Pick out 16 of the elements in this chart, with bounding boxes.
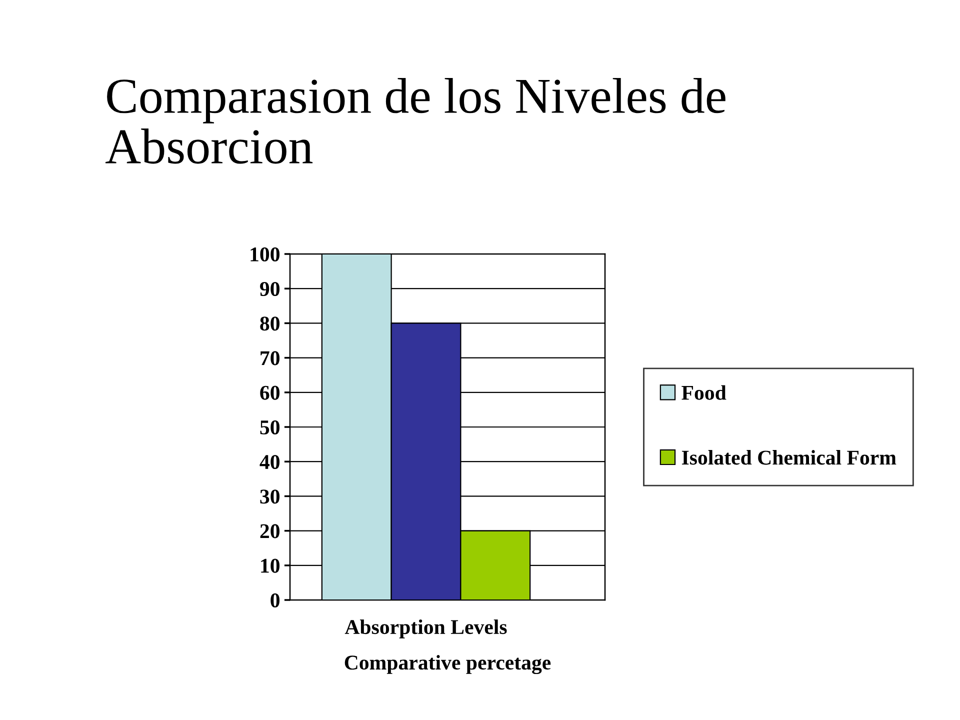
x-tick-label: Absorption Levels bbox=[344, 619, 507, 638]
legend-label: Food bbox=[682, 385, 726, 400]
y-tick-label: 20 bbox=[260, 524, 280, 538]
y-tick-label: 60 bbox=[260, 386, 280, 400]
y-tick-label: 0 bbox=[270, 593, 280, 608]
y-tick-label: 40 bbox=[260, 454, 280, 470]
y-tick-label: 50 bbox=[260, 420, 280, 434]
y-tick-label: 30 bbox=[260, 490, 280, 504]
x-axis-title: Comparative percetage bbox=[344, 655, 551, 674]
legend-label: Isolated Chemical Form bbox=[682, 450, 896, 465]
y-tick-label: 70 bbox=[260, 351, 280, 366]
y-tick-label: 100 bbox=[250, 247, 280, 262]
chart-title: Comparasion de los Niveles de Absorcion bbox=[105, 78, 726, 164]
y-tick-label: 90 bbox=[260, 282, 280, 296]
y-tick-label: 80 bbox=[260, 316, 280, 331]
y-tick-label: 10 bbox=[261, 558, 280, 573]
